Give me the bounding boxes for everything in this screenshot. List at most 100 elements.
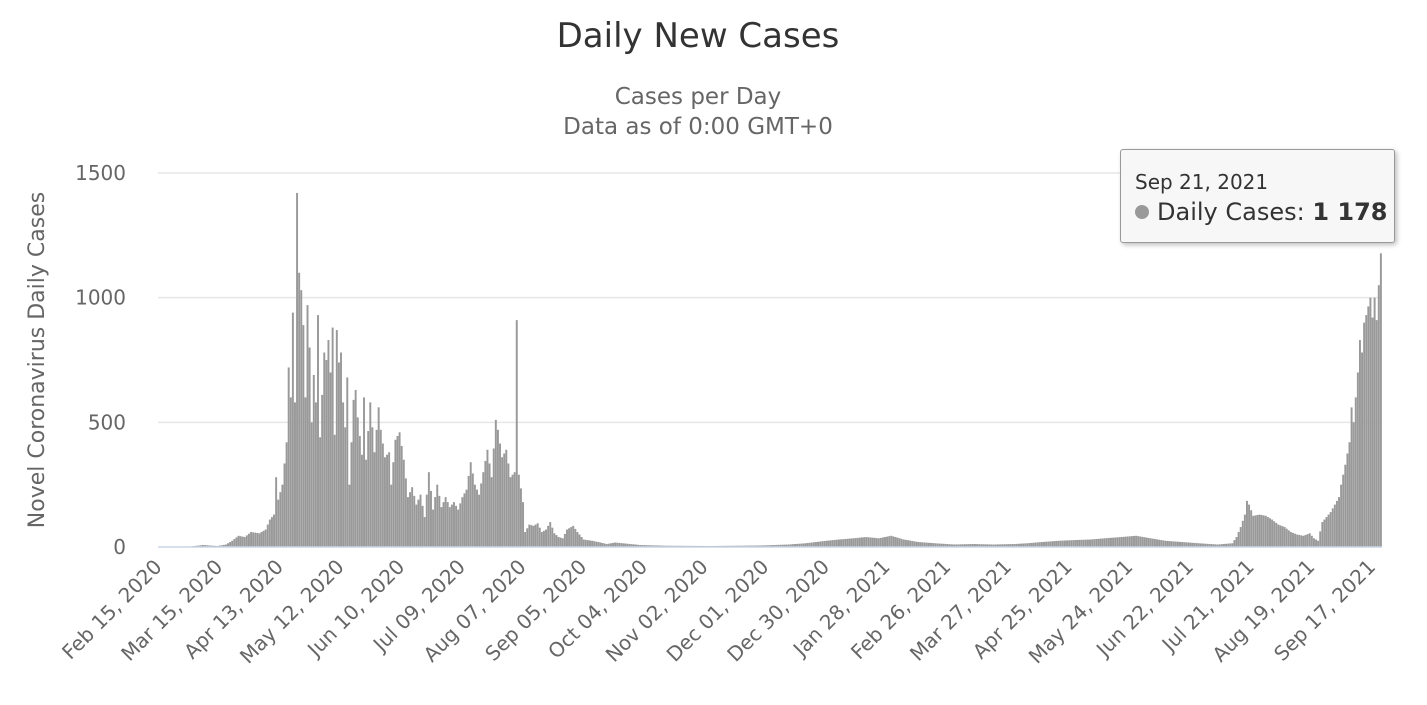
bar[interactable] [764, 545, 767, 547]
bar[interactable] [1057, 540, 1060, 547]
bar[interactable] [484, 460, 487, 547]
bar[interactable] [1095, 538, 1098, 547]
bar[interactable] [519, 488, 522, 547]
bar[interactable] [808, 542, 811, 547]
bar[interactable] [1231, 543, 1234, 547]
bar[interactable] [348, 484, 351, 547]
bar[interactable] [957, 544, 960, 547]
bar[interactable] [277, 499, 280, 547]
bar[interactable] [1275, 522, 1278, 547]
bar[interactable] [1262, 515, 1265, 547]
bar[interactable] [482, 472, 485, 547]
bar[interactable] [467, 475, 470, 547]
bar[interactable] [1222, 543, 1225, 547]
bar[interactable] [386, 454, 389, 547]
bar[interactable] [791, 544, 794, 547]
bar[interactable] [1103, 538, 1106, 547]
bar[interactable] [461, 497, 464, 547]
bar[interactable] [879, 537, 882, 547]
bar[interactable] [1082, 539, 1085, 547]
bar[interactable] [287, 367, 290, 547]
bar[interactable] [350, 442, 353, 547]
bar[interactable] [356, 417, 359, 547]
bar[interactable] [289, 397, 292, 547]
bar[interactable] [1051, 541, 1054, 547]
bar[interactable] [1363, 322, 1366, 547]
bar[interactable] [1277, 524, 1280, 547]
bar[interactable] [450, 504, 453, 547]
bar[interactable] [273, 514, 276, 547]
bar[interactable] [507, 463, 510, 547]
bar[interactable] [1296, 534, 1299, 547]
bar[interactable] [342, 402, 345, 547]
bar[interactable] [1135, 535, 1138, 547]
bar[interactable] [976, 544, 979, 547]
bar[interactable] [982, 544, 985, 547]
bar[interactable] [1317, 540, 1320, 547]
bar[interactable] [432, 509, 435, 547]
bar[interactable] [919, 542, 922, 547]
bar[interactable] [325, 360, 328, 547]
bar[interactable] [1047, 541, 1050, 547]
bar[interactable] [340, 352, 342, 547]
bar[interactable] [1063, 540, 1066, 547]
bar[interactable] [789, 544, 792, 547]
bar[interactable] [946, 544, 949, 547]
bar[interactable] [1302, 535, 1305, 547]
bar[interactable] [1183, 542, 1186, 547]
bar[interactable] [1015, 543, 1018, 547]
bar[interactable] [469, 462, 472, 547]
bar[interactable] [1168, 541, 1171, 547]
bar[interactable] [1243, 514, 1246, 547]
bar[interactable] [1195, 543, 1198, 547]
bar[interactable] [1061, 540, 1064, 547]
bar[interactable] [1338, 497, 1341, 547]
bar[interactable] [423, 517, 426, 547]
bar[interactable] [986, 544, 989, 547]
bar[interactable] [409, 492, 412, 547]
bar[interactable] [1076, 539, 1079, 547]
bar[interactable] [417, 499, 420, 547]
bar[interactable] [522, 502, 525, 547]
bar[interactable] [1036, 542, 1039, 547]
bar[interactable] [833, 539, 836, 547]
bar[interactable] [373, 452, 376, 547]
bar[interactable] [536, 523, 539, 547]
bar[interactable] [896, 537, 899, 547]
bar[interactable] [306, 305, 309, 547]
bar[interactable] [827, 540, 830, 547]
bar[interactable] [1072, 540, 1075, 547]
bar[interactable] [624, 543, 627, 547]
bar[interactable] [584, 539, 587, 547]
bar[interactable] [440, 507, 443, 547]
bar[interactable] [821, 541, 824, 547]
bar[interactable] [1335, 500, 1338, 547]
bar[interactable] [534, 524, 537, 547]
bar[interactable] [994, 544, 997, 547]
bar[interactable] [1038, 542, 1041, 547]
bar[interactable] [1181, 542, 1184, 547]
bar[interactable] [229, 542, 232, 547]
bar[interactable] [1202, 543, 1205, 547]
bar[interactable] [448, 507, 451, 547]
bar[interactable] [628, 543, 631, 547]
bar[interactable] [515, 320, 518, 547]
bar[interactable] [415, 504, 418, 547]
bar[interactable] [950, 544, 953, 547]
bar[interactable] [1149, 538, 1152, 547]
bar[interactable] [1306, 534, 1309, 547]
bar[interactable] [1273, 521, 1276, 547]
bar[interactable] [344, 427, 347, 547]
bar[interactable] [863, 537, 866, 547]
bar[interactable] [381, 443, 384, 547]
bar[interactable] [1007, 544, 1010, 547]
bar[interactable] [1365, 315, 1368, 547]
bar[interactable] [586, 540, 589, 547]
bar[interactable] [354, 389, 357, 547]
bar[interactable] [1264, 515, 1267, 547]
bar[interactable] [969, 544, 972, 547]
bar[interactable] [775, 544, 778, 547]
bar[interactable] [471, 473, 474, 547]
bar[interactable] [566, 529, 568, 547]
bar[interactable] [1315, 539, 1317, 547]
